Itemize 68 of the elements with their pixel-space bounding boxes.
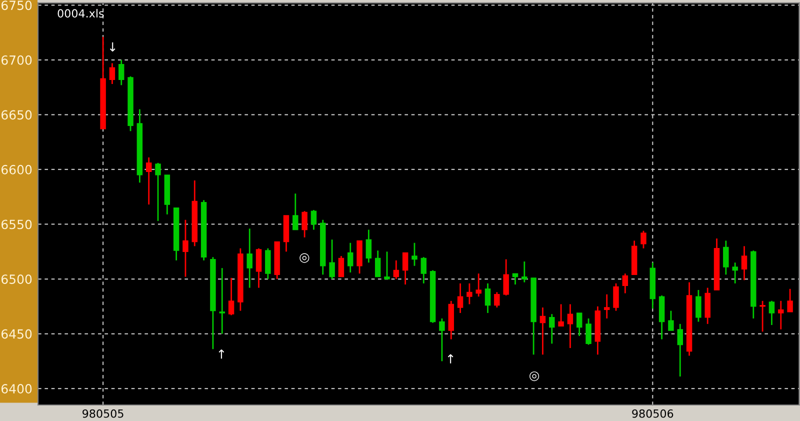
y-tick-label: 6650	[2, 110, 32, 120]
candlestick	[503, 258, 509, 296]
candlestick	[677, 323, 683, 378]
candlestick	[476, 272, 482, 298]
candlestick	[522, 260, 528, 283]
candlestick	[760, 300, 766, 332]
candlestick	[384, 250, 390, 280]
candlestick	[292, 192, 298, 230]
candlestick	[219, 267, 225, 334]
candlestick	[696, 289, 702, 322]
candlestick	[182, 219, 188, 278]
candlestick	[613, 282, 619, 312]
candlestick	[768, 300, 775, 326]
candlestick	[457, 282, 464, 314]
candlestick	[146, 156, 152, 206]
candlestick	[256, 248, 262, 288]
candlestick	[549, 313, 555, 344]
chart-title: 0004.xls	[58, 8, 104, 18]
annotation: ↓	[110, 42, 116, 52]
candlestick	[393, 260, 400, 280]
candlestick	[558, 304, 564, 327]
x-tick-label: 980505	[82, 409, 124, 418]
candlestick	[484, 282, 491, 314]
annotation: ↑	[218, 349, 224, 359]
candlestick	[228, 277, 234, 316]
candlestick	[412, 242, 418, 267]
candlestick	[778, 300, 784, 330]
y-tick-label: 6700	[2, 55, 32, 65]
y-tick-label: 6450	[2, 329, 32, 339]
candlestick	[338, 255, 344, 278]
candlestick	[329, 238, 335, 280]
candlestick	[109, 62, 116, 85]
candlestick	[741, 245, 748, 281]
candlestick	[540, 306, 546, 356]
y-tick-label: 6600	[2, 164, 32, 174]
annotation: ◎	[530, 371, 540, 382]
annotation: ↑	[448, 354, 454, 364]
candlestick	[512, 272, 518, 286]
candlestick	[640, 230, 646, 250]
candlestick	[310, 209, 317, 230]
candlestick	[576, 312, 582, 337]
candlestick	[420, 256, 427, 284]
candlestick	[723, 240, 729, 276]
candlestick	[402, 252, 408, 286]
candlestick	[439, 318, 445, 362]
y-tick-label: 6750	[2, 0, 32, 10]
y-tick-label: 6550	[2, 220, 32, 230]
candlestick	[155, 162, 161, 222]
candlestick	[494, 291, 500, 308]
candlestick	[787, 288, 793, 313]
candlestick	[604, 294, 610, 320]
candlestick	[668, 310, 674, 332]
candlestick	[265, 248, 271, 280]
candlestick	[466, 282, 472, 305]
candlestick	[347, 242, 354, 274]
x-tick-label: 980506	[632, 409, 674, 418]
candlestick	[366, 229, 372, 264]
candlestick	[567, 304, 574, 349]
candlestick	[246, 228, 252, 288]
candlestick	[118, 59, 124, 86]
annotation: ◎	[300, 253, 310, 263]
candlestick	[302, 210, 308, 238]
candlestick	[622, 272, 628, 294]
candlestick	[732, 262, 738, 284]
y-tick-label: 6400	[2, 384, 32, 394]
candlestick	[586, 318, 592, 346]
y-tick-label: 6500	[2, 274, 32, 284]
candlestick	[374, 250, 381, 278]
